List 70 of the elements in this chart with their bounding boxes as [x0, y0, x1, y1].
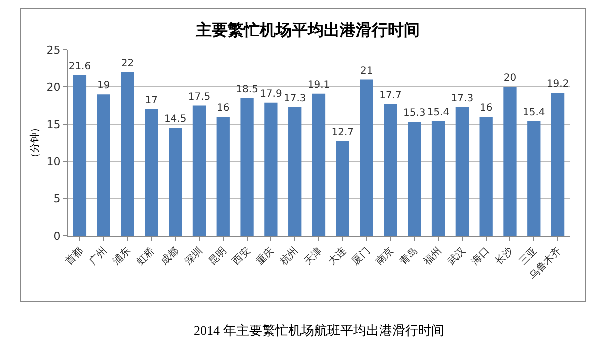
bar	[192, 106, 206, 236]
x-tick-label: 成都	[158, 245, 182, 268]
y-tick-label: 0	[54, 230, 61, 243]
data-label: 20	[504, 73, 517, 84]
x-tick-label: 武汉	[445, 245, 468, 268]
x-tick-label: 杭州	[277, 245, 301, 269]
data-label: 19.1	[308, 80, 330, 91]
data-label: 15.4	[427, 107, 450, 118]
x-tick-label: 长沙	[493, 245, 516, 268]
x-tick-label: 首都	[62, 245, 86, 268]
text: 2014 年主要繁忙机场航班平均出港滑行时间	[194, 323, 444, 338]
bar	[145, 110, 158, 236]
bar	[216, 116, 230, 236]
x-tick-label: 青岛	[398, 245, 420, 268]
y-tick-label: 15	[46, 118, 61, 132]
x-tick-label: 福州	[422, 245, 444, 268]
data-label: 19	[97, 80, 110, 92]
bar	[288, 107, 302, 236]
bar	[121, 72, 134, 236]
bar	[312, 94, 326, 236]
x-tick-label: 厦门	[350, 245, 372, 268]
x-tick-label: 南京	[374, 245, 396, 268]
bar	[504, 87, 517, 236]
bar	[551, 93, 565, 236]
y-tick-label: 20	[46, 81, 61, 94]
x-tick-label: 广州	[86, 245, 110, 268]
x-tick-label: 浦东	[110, 245, 134, 268]
bar	[384, 104, 398, 236]
bar	[264, 102, 278, 236]
bar	[97, 94, 110, 236]
bar	[456, 107, 469, 236]
x-tick-label: 西安	[230, 245, 253, 268]
data-label: 21.6	[68, 61, 92, 72]
x-tick-label: 重庆	[254, 245, 277, 268]
data-label: 12.7	[332, 128, 354, 139]
data-label: 16	[480, 102, 493, 114]
chart-title: 主要繁忙机场平均出港滑行时间	[195, 20, 420, 40]
data-label: 17.7	[380, 90, 402, 102]
data-label: 17.3	[284, 93, 306, 104]
x-tick-label: 深圳	[182, 245, 206, 268]
data-label: 18.5	[236, 84, 258, 96]
bar	[73, 75, 87, 236]
bar	[408, 122, 422, 236]
data-label: 17.5	[188, 92, 211, 103]
bar	[240, 98, 254, 236]
x-tick-label: 大连	[326, 245, 349, 268]
x-tick-label: 天津	[302, 245, 325, 268]
y-axis-title: （分钟）	[28, 123, 41, 163]
data-label: 19.2	[546, 79, 570, 90]
bar	[432, 121, 446, 236]
bar	[528, 121, 541, 236]
x-tick-label: 虹桥	[134, 245, 158, 268]
bar	[336, 142, 350, 236]
x-tick-label: 昆明	[207, 246, 230, 268]
data-label: 15.4	[523, 107, 546, 118]
y-tick-label: 5	[54, 192, 61, 206]
y-tick-label: 25	[46, 44, 61, 57]
data-label: 14.5	[164, 114, 187, 126]
data-label: 22	[121, 58, 134, 70]
data-label: 17.3	[451, 93, 474, 104]
x-tick-label: 海口	[469, 245, 492, 268]
bar	[480, 116, 493, 236]
bar	[360, 80, 374, 236]
data-label: 17	[145, 96, 158, 107]
y-tick-label: 10	[46, 155, 61, 168]
data-label: 15.3	[403, 108, 426, 120]
data-label: 16	[217, 102, 230, 114]
bar	[169, 128, 182, 236]
data-label: 21	[360, 66, 374, 77]
data-label: 17.9	[260, 88, 282, 100]
